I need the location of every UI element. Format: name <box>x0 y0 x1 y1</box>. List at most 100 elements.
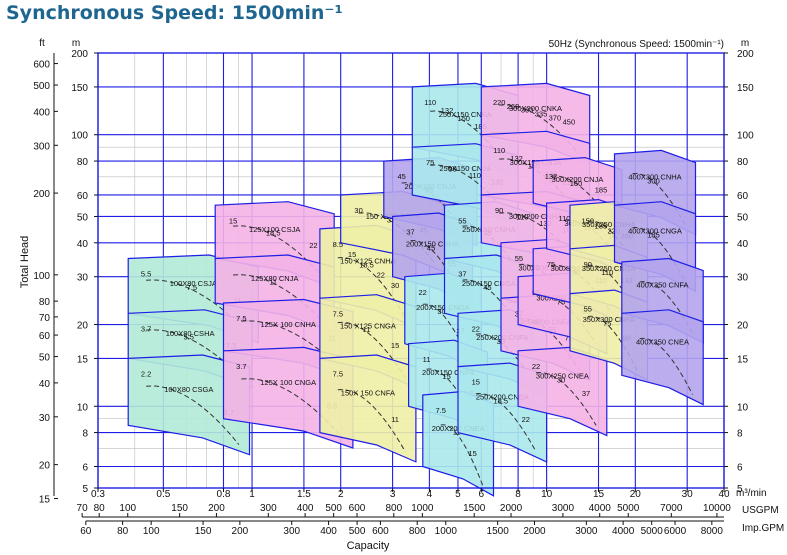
x-axis-title: Capacity <box>347 540 390 552</box>
y-tick-label-m-left: 150 <box>71 83 88 94</box>
x-tick-label-impgpm: 4000 <box>612 526 635 537</box>
head-m-unit-left: m <box>72 38 80 49</box>
pump-model-label: 100X80 CSHA <box>166 329 215 338</box>
pump-model-label: 350X300 CNFA <box>583 315 635 324</box>
y-tick-label-m-right: 200 <box>737 49 754 60</box>
x-tick-label-usgpm: 100 <box>119 503 136 514</box>
x-tick-label-usgpm: 2000 <box>500 503 523 514</box>
efficiency-curve <box>587 264 638 314</box>
motor-kw-label: 132 <box>545 172 558 181</box>
motor-kw-label: 45 <box>483 283 491 292</box>
x-tick-label-impgpm: 60 <box>80 526 92 537</box>
motor-kw-label: 160 <box>570 179 583 188</box>
pump-model-label: 400X350 CNFA <box>636 281 688 290</box>
motor-kw-label: 37 <box>458 270 466 279</box>
x-tick-label-m3min: 0.3 <box>91 489 105 500</box>
y-tick-label-m-left: 100 <box>71 131 88 142</box>
x-tick-label-m3min: 0.5 <box>156 489 170 500</box>
x-tick-label-m3min: 1 <box>249 489 255 500</box>
x-tick-label-usgpm: 3000 <box>552 503 575 514</box>
head-ft-unit: ft <box>39 38 45 49</box>
motor-kw-label: 150 <box>582 216 595 225</box>
motor-kw-label: 300 <box>521 106 534 115</box>
efficiency-curve <box>475 393 537 452</box>
pump-model-label: 250X150 CNKA <box>439 110 492 119</box>
motor-kw-label: 15 <box>472 378 480 387</box>
x-tick-label-usgpm: 800 <box>385 503 402 514</box>
motor-kw-label: 185 <box>595 186 608 195</box>
pump-model-label: 200X150 CNHA <box>406 240 459 249</box>
motor-kw-label: 30 <box>437 307 445 316</box>
motor-kw-label: 260 <box>507 102 520 111</box>
motor-kw-label: 110 <box>601 268 613 277</box>
y-tick-label-m-left: 10 <box>77 402 89 413</box>
motor-kw-label: 55 <box>584 305 592 314</box>
x-tick-label-m3min: 2 <box>338 489 344 500</box>
pump-model-label: 350X250 CNGA <box>582 264 636 273</box>
x-tick-label-impgpm: 5000 <box>641 526 664 537</box>
x-tick-label-usgpm: 200 <box>208 503 225 514</box>
motor-kw-label: 15 <box>391 341 399 350</box>
y-tick-label-ft: 300 <box>33 141 50 152</box>
y-tick-label-m-right: 50 <box>737 212 749 223</box>
motor-kw-label: 11 <box>453 428 461 437</box>
efficiency-curve <box>337 389 406 452</box>
motor-kw-label: 37 <box>406 228 414 237</box>
motor-kw-label: 37 <box>582 389 590 398</box>
efficiency-curve <box>241 378 343 439</box>
x-tick-label-usgpm: 600 <box>349 503 366 514</box>
pump-model-label: 350X250 CNHA <box>582 220 635 229</box>
motor-kw-label: 11 <box>363 325 371 334</box>
motor-kw-label: 22 <box>309 241 317 250</box>
y-tick-label-m-right: 80 <box>737 157 749 168</box>
pump-model-label: 100X80 CSJA <box>170 279 217 288</box>
y-tick-label-m-right: 15 <box>737 354 749 365</box>
y-tick-label-m-left: 15 <box>77 354 89 365</box>
motor-kw-label: 7.5 <box>333 309 343 318</box>
y-tick-label-m-left: 8 <box>82 429 88 440</box>
x-tick-label-impgpm: 300 <box>283 526 300 537</box>
pump-model-label: 250X200 CNEA <box>476 393 529 402</box>
motor-kw-label: 75 <box>603 319 611 328</box>
motor-kw-label: 90 <box>448 165 456 174</box>
motor-kw-label: 18.5 <box>493 396 508 405</box>
motor-kw-label: 7.5 <box>333 370 343 379</box>
pump-region-area <box>319 354 417 463</box>
y-tick-label-m-right: 30 <box>737 273 749 284</box>
y-tick-label-m-right: 6 <box>737 463 743 474</box>
motor-kw-label: 132 <box>510 154 523 163</box>
y-tick-label-m-right: 8 <box>737 429 743 440</box>
y-tick-label-ft: 200 <box>33 189 50 200</box>
y-tick-label-ft: 500 <box>33 81 50 92</box>
x-tick-label-impgpm: 80 <box>117 526 129 537</box>
plot-border <box>97 52 725 489</box>
efficiency-curve <box>639 337 693 395</box>
x-tick-label-impgpm: 100 <box>143 526 160 537</box>
pump-model-label: 150X 150 CNFA <box>341 389 395 398</box>
axes: 50Hz (Synchronous Speed: 1500min⁻¹) ft m… <box>19 38 784 552</box>
motor-kw-label: 55 <box>515 254 523 263</box>
motor-kw-label: 30 <box>354 206 362 215</box>
pump-model-label: 250X150 CNJA <box>439 164 491 173</box>
motor-kw-label: 90 <box>495 206 503 215</box>
motor-kw-label: 7.5 <box>187 283 197 292</box>
efficiency-curve <box>587 220 638 269</box>
y-tick-label-ft: 400 <box>33 107 50 118</box>
motor-kw-label: 110 <box>469 171 481 180</box>
efficiency-curve <box>337 321 406 378</box>
x-tick-label-usgpm: 1500 <box>463 503 486 514</box>
motor-kw-label: 22 <box>377 271 385 280</box>
y-tick-label-m-right: 40 <box>737 239 749 250</box>
motor-kw-label: 11 <box>423 355 431 364</box>
x-tick-label-m3min: 8 <box>515 489 521 500</box>
y-tick-label-m-left: 6 <box>82 463 88 474</box>
y-axis-title: Total Head <box>19 236 31 289</box>
motor-kw-label: 15 <box>442 372 450 381</box>
motor-kw-label: 75 <box>547 260 555 269</box>
motor-kw-label: 185 <box>595 221 608 230</box>
x-tick-label-usgpm: 1000 <box>411 503 434 514</box>
x-tick-label-impgpm: 800 <box>409 526 426 537</box>
y-tick-label-ft: 60 <box>39 331 51 342</box>
motor-kw-label: 132 <box>441 106 454 115</box>
motor-kw-label: 75 <box>565 334 573 343</box>
